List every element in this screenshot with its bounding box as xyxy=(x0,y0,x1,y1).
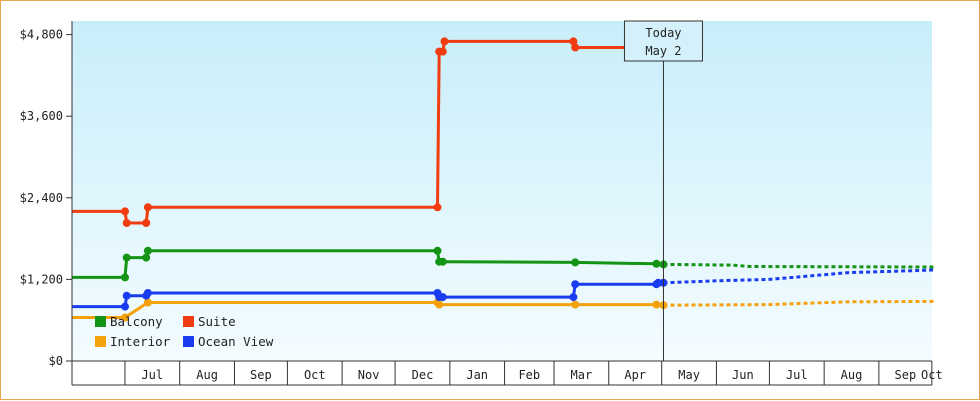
x-tick-label: Aug xyxy=(196,368,218,382)
x-tick-label: Apr xyxy=(624,368,646,382)
today-date: May 2 xyxy=(645,44,681,58)
data-point[interactable] xyxy=(123,292,131,300)
legend-swatch xyxy=(95,336,106,347)
data-point[interactable] xyxy=(571,44,579,52)
data-point[interactable] xyxy=(652,260,660,268)
data-point[interactable] xyxy=(439,258,447,266)
y-tick-label: $3,600 xyxy=(20,109,63,123)
data-point[interactable] xyxy=(439,48,447,56)
data-point[interactable] xyxy=(441,37,449,45)
x-tick-label: Feb xyxy=(518,368,540,382)
data-point[interactable] xyxy=(569,293,577,301)
legend-label: Suite xyxy=(198,314,236,329)
data-point[interactable] xyxy=(434,247,442,255)
legend-item[interactable]: Suite xyxy=(183,314,236,329)
data-point[interactable] xyxy=(123,254,131,262)
legend-swatch xyxy=(95,316,106,327)
y-tick-label: $4,800 xyxy=(20,28,63,42)
data-point[interactable] xyxy=(142,254,150,262)
x-tick-label: Dec xyxy=(412,368,434,382)
data-point[interactable] xyxy=(435,301,443,309)
legend-label: Ocean View xyxy=(198,334,274,349)
data-point[interactable] xyxy=(121,273,129,281)
x-tick-label: May xyxy=(678,368,700,382)
data-point[interactable] xyxy=(144,289,152,297)
data-point[interactable] xyxy=(144,299,152,307)
plot-background xyxy=(72,21,932,361)
data-point[interactable] xyxy=(144,203,152,211)
x-tick-label: Jul xyxy=(786,368,808,382)
data-point[interactable] xyxy=(434,203,442,211)
data-point[interactable] xyxy=(571,280,579,288)
data-point[interactable] xyxy=(571,258,579,266)
x-tick-label: Jan xyxy=(466,368,488,382)
y-tick-label: $2,400 xyxy=(20,191,63,205)
x-tick-label: Jun xyxy=(732,368,754,382)
x-tick-label: Oct xyxy=(921,368,943,382)
x-tick-label: Sep xyxy=(895,368,917,382)
data-point[interactable] xyxy=(121,207,129,215)
x-tick-label: Sep xyxy=(250,368,272,382)
x-tick-label: Nov xyxy=(358,368,380,382)
data-point[interactable] xyxy=(142,219,150,227)
legend-label: Balcony xyxy=(110,314,163,329)
data-point[interactable] xyxy=(571,301,579,309)
data-point[interactable] xyxy=(121,303,129,311)
data-point[interactable] xyxy=(439,293,447,301)
data-point[interactable] xyxy=(144,247,152,255)
data-point[interactable] xyxy=(123,219,131,227)
legend-swatch xyxy=(183,336,194,347)
legend-label: Interior xyxy=(110,334,171,349)
x-tick-label: Jul xyxy=(141,368,163,382)
x-tick-label: Mar xyxy=(571,368,593,382)
legend-item[interactable]: Balcony xyxy=(95,314,163,329)
y-tick-label: $0 xyxy=(49,354,63,368)
x-tick-label: Oct xyxy=(304,368,326,382)
today-label: Today xyxy=(645,26,681,40)
y-tick-label: $1,200 xyxy=(20,272,63,286)
legend-swatch xyxy=(183,316,194,327)
x-tick-label: Aug xyxy=(841,368,863,382)
data-point[interactable] xyxy=(652,301,660,309)
